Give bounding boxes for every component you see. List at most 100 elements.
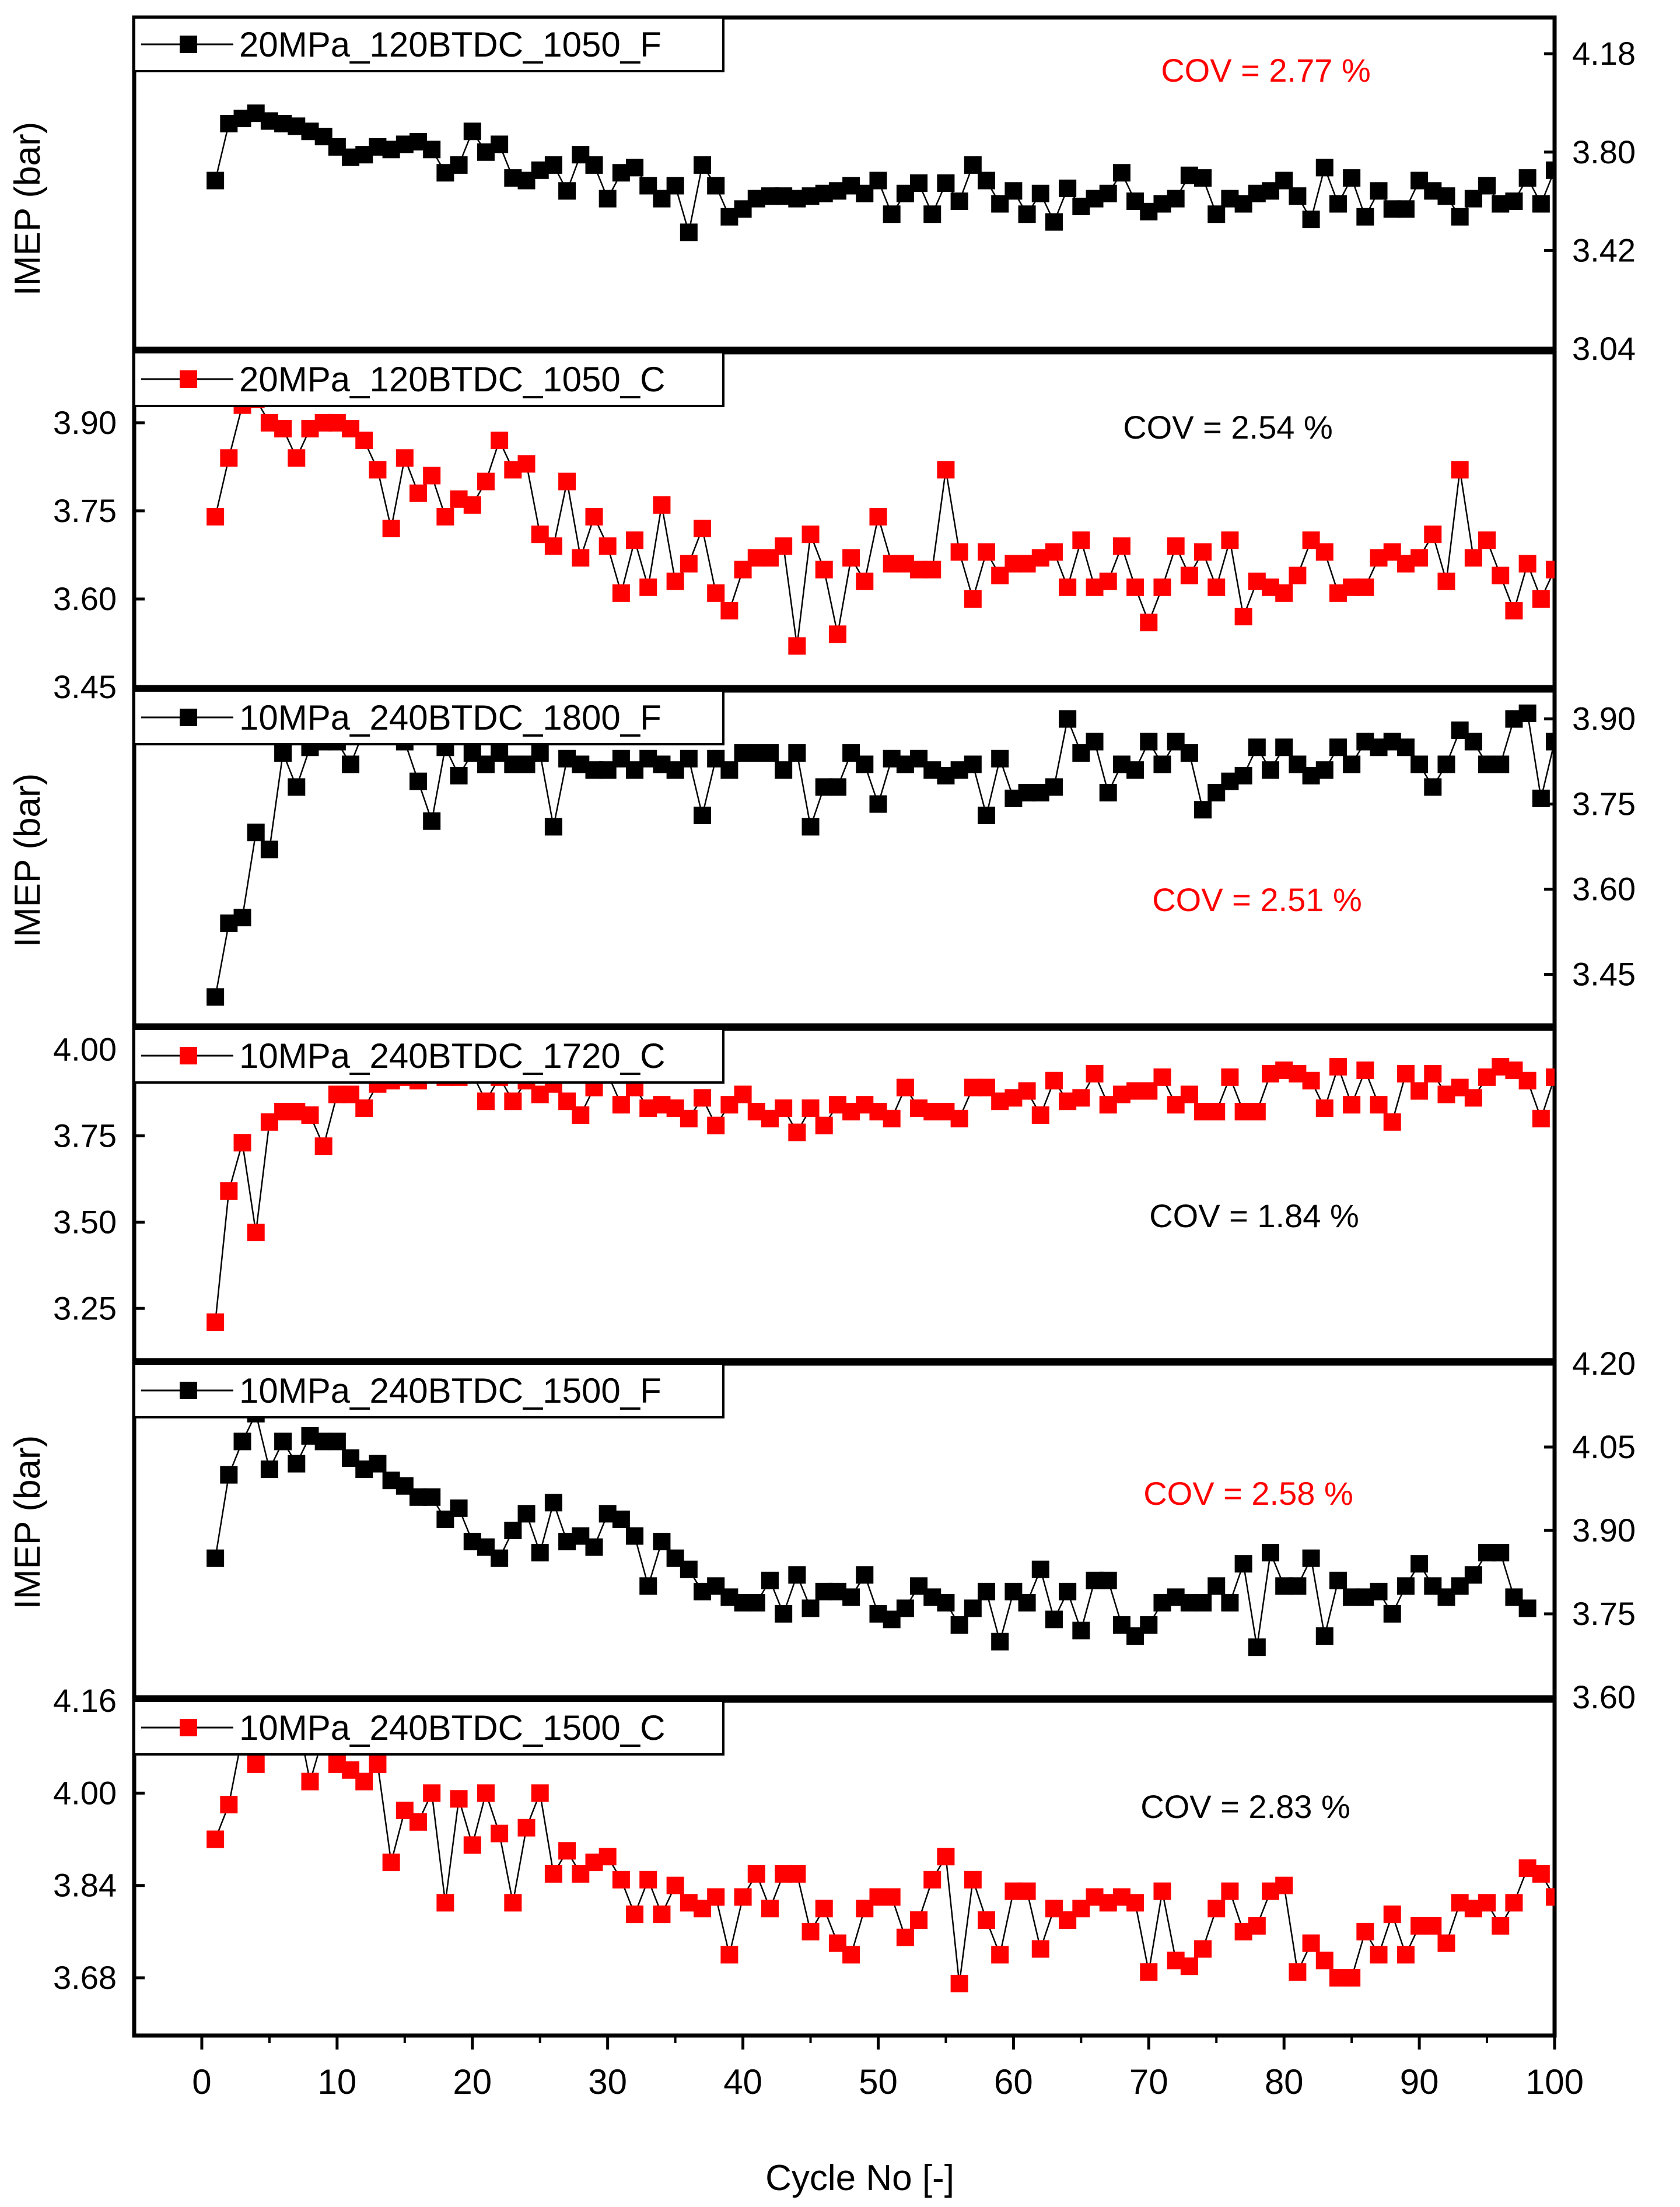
data-point — [1546, 1068, 1555, 1086]
data-point — [585, 1538, 603, 1556]
data-point — [747, 1593, 765, 1612]
y-axis-label-top: IMEP (bar) — [8, 122, 48, 296]
legend-marker — [180, 1719, 197, 1736]
series-2 — [206, 390, 1555, 655]
data-point — [666, 572, 684, 590]
data-point — [585, 507, 603, 526]
data-point — [598, 190, 617, 208]
data-point — [1153, 1068, 1171, 1086]
data-point — [410, 1813, 427, 1831]
legend-label: 10MPa_240BTDC_1720_C — [239, 1036, 665, 1076]
data-point — [477, 1784, 495, 1802]
data-point — [517, 1505, 536, 1523]
data-point — [1532, 789, 1550, 807]
data-point — [1086, 733, 1104, 751]
data-point — [436, 507, 454, 526]
legend-marker — [180, 370, 197, 388]
data-point — [612, 1096, 630, 1114]
data-point — [802, 1922, 820, 1940]
data-point — [517, 455, 536, 473]
panel-frame — [132, 1027, 1557, 1362]
data-point — [761, 1571, 779, 1589]
data-point — [694, 1089, 711, 1107]
data-point — [1153, 578, 1171, 596]
data-point — [775, 537, 793, 555]
data-point — [1031, 1560, 1049, 1578]
data-point — [626, 1527, 644, 1545]
data-point — [707, 584, 725, 602]
data-point — [463, 496, 481, 514]
data-point — [1248, 1638, 1266, 1656]
data-point — [382, 520, 400, 538]
data-point — [869, 795, 887, 813]
legend-label: 10MPa_240BTDC_1500_F — [239, 1371, 662, 1410]
panels-group: 4.18 3.80 3.42 3.04 20MPa_120BTDC_1050_F COV … — [53, 15, 1636, 2038]
data-point — [1383, 1113, 1401, 1131]
data-point — [1437, 1934, 1455, 1952]
data-point — [1086, 1064, 1104, 1083]
data-point — [423, 812, 441, 830]
data-point — [1396, 1946, 1415, 1964]
data-point — [896, 1078, 914, 1097]
data-point — [978, 171, 995, 190]
data-point — [1492, 1917, 1510, 1935]
data-point — [639, 1870, 657, 1889]
data-point — [558, 1842, 576, 1860]
data-point — [1045, 213, 1063, 231]
y-tick-label: 3.75 — [1572, 1595, 1636, 1632]
data-point — [369, 461, 387, 479]
data-point — [1140, 733, 1158, 751]
legend-marker — [180, 36, 197, 53]
data-point — [815, 560, 833, 579]
y-tick-label: 4.16 — [53, 1682, 117, 1719]
data-point — [937, 1593, 955, 1612]
panel-frame — [132, 15, 1557, 351]
data-point — [1315, 1099, 1334, 1117]
data-point — [1167, 537, 1185, 555]
data-point — [842, 549, 860, 567]
data-point — [1289, 566, 1307, 584]
data-point — [680, 1560, 698, 1578]
data-point — [694, 156, 711, 174]
x-tick-label: 0 — [192, 2062, 211, 2101]
data-point — [233, 1134, 251, 1152]
data-point — [883, 205, 901, 223]
data-point — [1505, 1894, 1523, 1912]
data-point — [612, 584, 630, 602]
data-point — [923, 205, 942, 223]
data-point — [923, 1870, 942, 1889]
x-tick-label: 100 — [1525, 2062, 1584, 2101]
data-point — [220, 449, 238, 467]
data-point — [666, 1876, 684, 1894]
data-point — [1045, 543, 1063, 561]
data-point — [883, 1888, 901, 1906]
data-point — [206, 1830, 225, 1848]
data-point — [544, 1865, 562, 1883]
panel-frame — [132, 688, 1557, 1028]
data-point — [1045, 1610, 1063, 1628]
data-point — [1315, 1952, 1334, 1970]
data-point — [1180, 744, 1198, 762]
data-point — [1532, 1109, 1550, 1127]
data-point — [1140, 1616, 1158, 1634]
data-point — [1424, 1917, 1442, 1935]
data-point — [410, 772, 427, 790]
legend: 10MPa_240BTDC_1800_F — [133, 689, 724, 745]
data-point — [1370, 1946, 1388, 1964]
data-point — [410, 484, 427, 502]
x-tick-label: 80 — [1265, 2062, 1304, 2101]
data-point — [1208, 1577, 1226, 1595]
series-1 — [206, 104, 1555, 241]
data-point — [1072, 1089, 1090, 1107]
legend: 10MPa_240BTDC_1500_C — [133, 1700, 724, 1756]
data-point — [1424, 1064, 1442, 1083]
data-point — [775, 1605, 793, 1623]
data-point — [869, 507, 887, 526]
data-point — [1478, 1894, 1496, 1912]
cov-annotation: COV = 2.51 % — [1152, 881, 1362, 918]
y-tick-label: 3.45 — [53, 668, 117, 705]
y-axis-label-bottom: IMEP (bar) — [8, 1435, 48, 1610]
data-point — [1289, 187, 1307, 205]
data-point — [1329, 738, 1347, 756]
